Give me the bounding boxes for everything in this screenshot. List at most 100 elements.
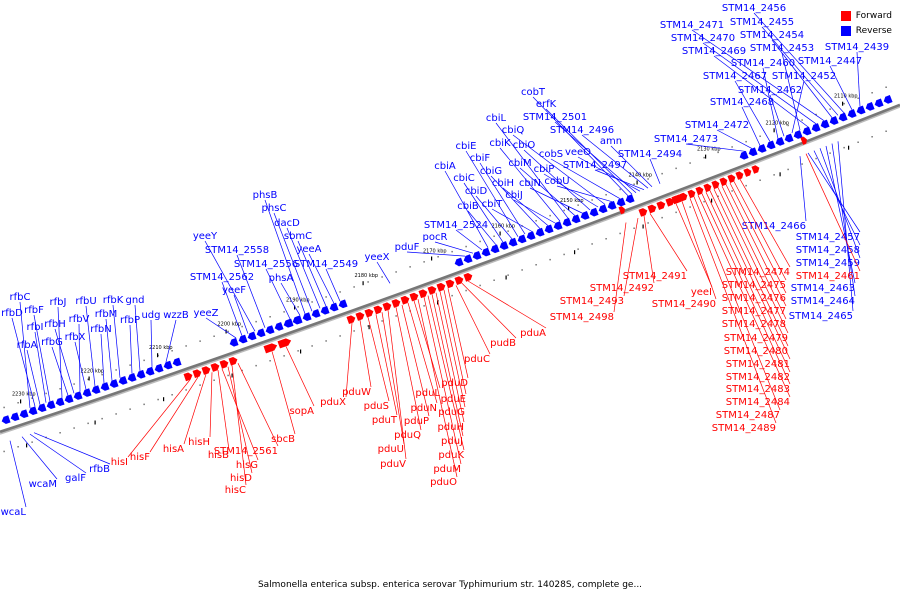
gene-label-hisC: hisC	[225, 365, 247, 496]
gene-label-pduG: pduG	[438, 291, 466, 418]
reverse-gene-arrow-shape	[625, 194, 635, 203]
reverse-gene-arrow	[229, 337, 239, 347]
tick-mark	[88, 376, 90, 381]
reverse-gene-arrow	[766, 140, 776, 150]
gene-name: cbiG	[480, 166, 502, 177]
forward-gene-arrow	[210, 363, 220, 372]
tick-mark	[705, 154, 707, 159]
gene-label-hisH: hisH	[188, 372, 213, 448]
gene-label-hisA: hisA	[163, 374, 207, 455]
guide-dot	[549, 214, 551, 217]
gene-name: pduT	[372, 415, 398, 426]
connector-line	[127, 379, 191, 458]
gene-name: rfbA	[17, 340, 38, 351]
connector-line	[613, 222, 627, 313]
gene-label-pduK: pduK	[427, 295, 464, 461]
gene-name: hisI	[111, 457, 128, 468]
reverse-gene-arrow-shape	[544, 224, 554, 234]
reverse-gene-arrow-shape	[28, 406, 38, 416]
gene-label-pduP: pduP	[401, 304, 430, 427]
gene-name: pduD	[441, 378, 468, 389]
guide-dot	[339, 335, 341, 337]
reverse-gene-arrow-shape	[1, 415, 11, 424]
gene-name: STM14_2494	[618, 149, 682, 160]
guide-dot	[759, 179, 761, 181]
reverse-gene-arrow-shape	[136, 369, 146, 379]
reverse-gene-arrow	[311, 309, 321, 318]
gene-label-STM14_2471: STM14_2471	[660, 20, 825, 121]
caption: Salmonella enterica subsp. enterica sero…	[257, 580, 643, 590]
reverse-gene-arrow	[553, 221, 563, 230]
reverse-gene-arrow-shape	[535, 227, 545, 237]
reverse-gene-arrow	[739, 150, 749, 160]
reverse-gene-arrow-shape	[562, 217, 572, 227]
connector-line	[463, 182, 504, 243]
reverse-gene-arrow-shape	[472, 251, 482, 260]
guide-dot	[493, 279, 495, 281]
gene-label-STM14_2496: STM14_2496	[550, 125, 649, 189]
gene-label-STM14_2558: STM14_2558	[205, 245, 269, 328]
connector-line	[781, 52, 801, 131]
gene-label-STM14_2478: STM14_2478	[721, 185, 787, 330]
connector-line	[19, 301, 31, 409]
tick-mark-lower	[779, 172, 781, 177]
forward-gene-arrow-shape	[263, 343, 278, 354]
guide-dot	[843, 102, 845, 105]
forward-gene-arrow	[219, 360, 229, 369]
legend-item-reverse: Reverse	[840, 23, 892, 38]
reverse-gene-arrow-shape	[37, 403, 47, 413]
guide-dot	[31, 397, 33, 399]
gene-name: hisC	[225, 485, 246, 496]
gene-label-STM14_2457: STM14_2457	[796, 152, 861, 243]
gene-name: STM14_2490	[652, 299, 716, 310]
gene-name: STM14_2561	[214, 446, 278, 457]
gene-label-STM14_2490: STM14_2490	[652, 201, 717, 310]
connector-line	[280, 282, 301, 316]
guide-dot	[143, 359, 145, 362]
gene-name: STM14_2556	[234, 259, 298, 270]
reverse-gene-arrow-shape	[775, 137, 785, 146]
connector-line	[465, 150, 519, 237]
gene-label-yeeY: yeeY	[193, 231, 256, 332]
connector-line	[771, 39, 833, 118]
gene-label-cbiK: cbiK	[489, 138, 561, 222]
reverse-gene-arrow	[802, 126, 812, 136]
tick-label-2130: 2130 kbp	[697, 147, 721, 153]
gene-name: dacD	[274, 218, 300, 229]
reverse-gene-arrow	[757, 144, 767, 153]
reverse-gene-arrow-shape	[838, 112, 848, 122]
guide-dot	[829, 152, 831, 154]
reverse-gene-arrow-shape	[481, 247, 491, 257]
reverse-gene-arrow	[338, 299, 348, 309]
reverse-gene-arrow	[883, 94, 893, 104]
reverse-gene-arrow	[274, 322, 284, 331]
forward-gene-arrow	[355, 312, 365, 321]
connector-line	[165, 319, 177, 363]
guide-dot	[297, 306, 299, 308]
gene-label-rfbX: rfbX	[65, 332, 87, 390]
reverse-gene-arrow-shape	[616, 197, 626, 207]
gene-name: cbiD	[465, 186, 488, 197]
reverse-gene-arrow	[55, 397, 65, 407]
tick-mark	[157, 353, 159, 358]
gene-label-cbiM: cbiM	[508, 158, 576, 216]
gene-label-STM14_2467: STM14_2467	[703, 71, 771, 142]
gene-name: pduS	[364, 401, 389, 412]
gene-label-sopA: sopA	[285, 346, 315, 417]
connector-line	[725, 184, 787, 307]
connector-line	[325, 268, 341, 302]
connector-line	[512, 134, 606, 205]
gene-name: cobS	[539, 149, 563, 160]
guide-dot	[143, 403, 145, 406]
forward-gene-arrow-shape	[618, 206, 625, 215]
guide-dot	[409, 266, 411, 268]
gene-label-STM14_2483: STM14_2483	[701, 193, 791, 395]
gene-label-STM14_2493: STM14_2493	[560, 217, 639, 307]
gene-name: sbcB	[271, 434, 295, 445]
connector-line	[479, 162, 526, 235]
reverse-gene-arrow	[865, 101, 875, 111]
forward-gene-arrow	[727, 174, 736, 183]
gene-name: STM14_2454	[740, 30, 804, 41]
reverse-gene-arrow	[856, 105, 866, 115]
connector-line	[729, 182, 787, 294]
